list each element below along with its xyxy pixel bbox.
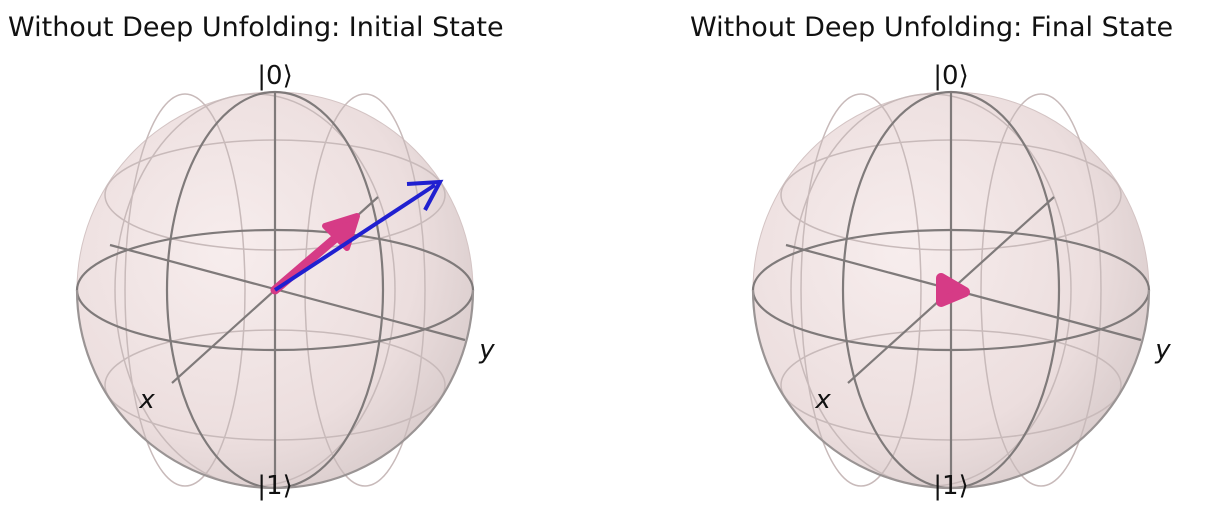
- bloch-panel-final: Without Deep Unfolding: Final State: [612, 0, 1224, 514]
- ket-one-label: |1⟩: [933, 471, 968, 501]
- y-axis: [109, 243, 466, 342]
- bloch-sphere: |0⟩ |1⟩ x y: [75, 61, 495, 501]
- x-axis-label: x: [138, 385, 155, 415]
- ket-one-label: |1⟩: [257, 471, 292, 501]
- state-vectors: [936, 273, 970, 307]
- pink-state-point: [936, 273, 970, 307]
- blue-arrowhead: [406, 179, 444, 211]
- bloch-sphere: |0⟩ |1⟩ x y: [751, 61, 1171, 501]
- panel-title: Without Deep Unfolding: Initial State: [8, 12, 504, 43]
- ket-zero-label: |0⟩: [933, 61, 968, 91]
- bloch-panel-initial: Without Deep Unfolding: Initial State: [0, 0, 612, 514]
- y-axis-label: y: [478, 335, 495, 365]
- ket-zero-label: |0⟩: [257, 61, 292, 91]
- y-axis-label: y: [1154, 335, 1171, 365]
- panel-title: Without Deep Unfolding: Final State: [690, 12, 1174, 43]
- x-axis-label: x: [814, 385, 831, 415]
- sphere-wireframe: [751, 90, 1151, 490]
- sphere-wireframe: [75, 90, 475, 490]
- state-vectors: [270, 179, 444, 295]
- blue-state-arrow: [273, 183, 437, 292]
